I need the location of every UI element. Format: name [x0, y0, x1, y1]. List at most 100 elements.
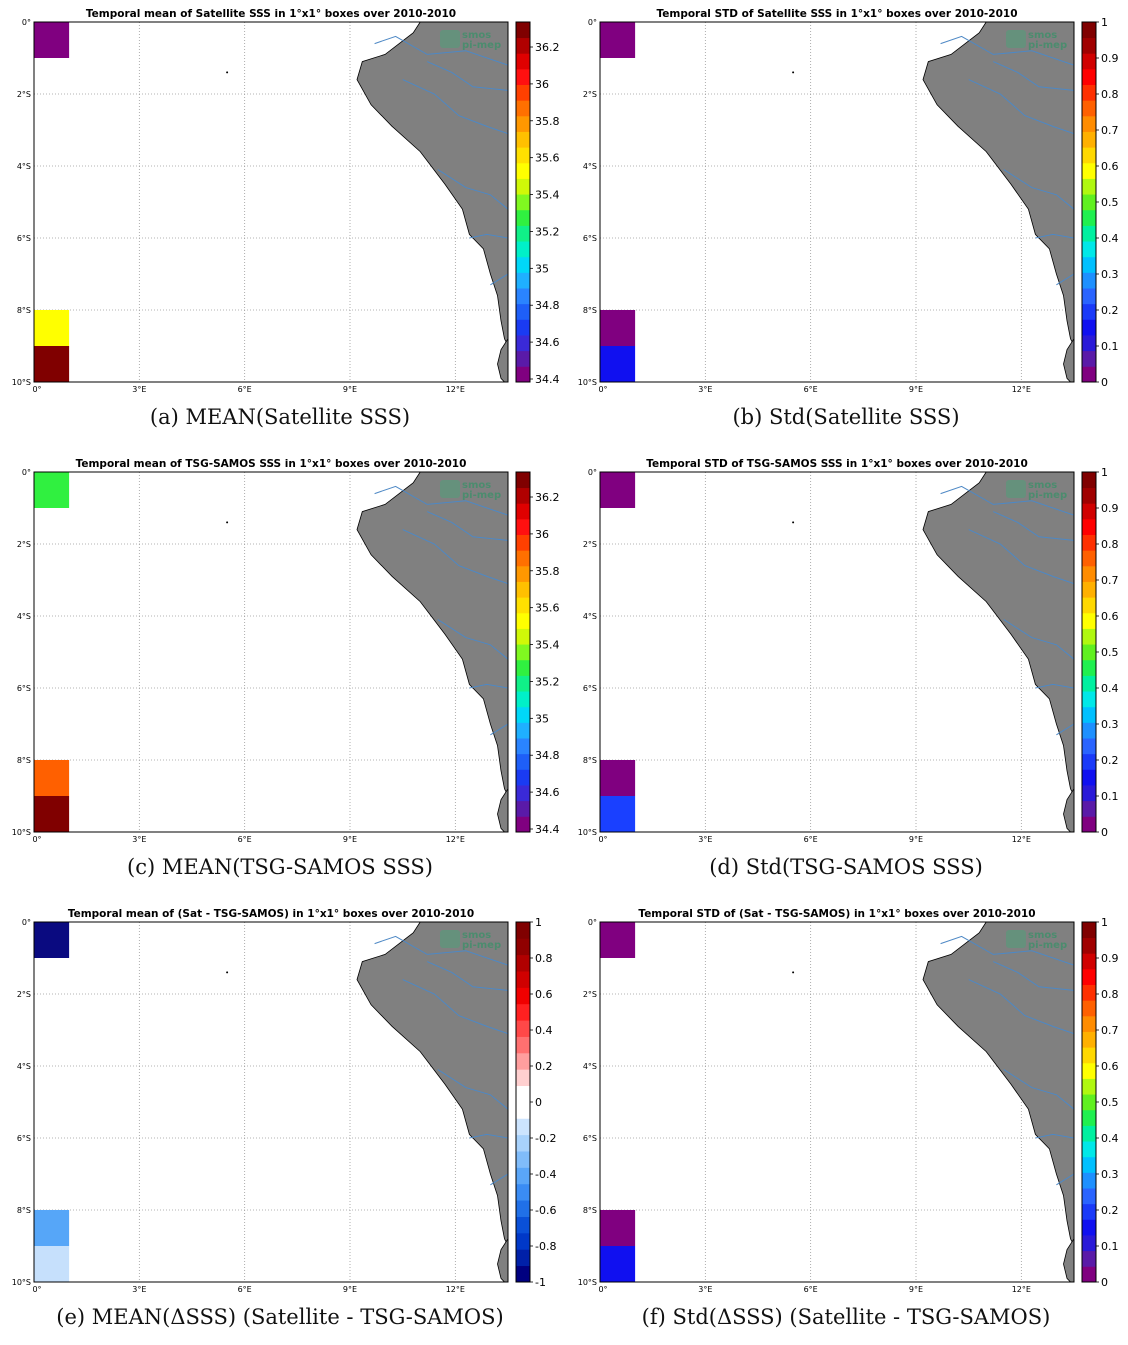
- land-mass: [1063, 338, 1074, 382]
- colorbar-tick-label: 0: [1101, 1276, 1108, 1289]
- colorbar-segment: [1082, 194, 1096, 211]
- colorbar-tick-label: 36.2: [535, 41, 560, 54]
- colorbar-segment: [1082, 722, 1096, 739]
- colorbar-segment: [1082, 706, 1096, 723]
- data-cell: [600, 1210, 636, 1246]
- colorbar-segment: [1082, 816, 1096, 833]
- colorbar-segment: [1082, 22, 1096, 39]
- colorbar-tick-label: 35.8: [535, 565, 560, 578]
- lon-tick-label: 6°E: [804, 385, 818, 394]
- map-frame: [33, 471, 509, 833]
- colorbar-tick-label: 0.2: [1101, 1204, 1119, 1217]
- lat-tick-label: 8°S: [583, 306, 597, 315]
- data-cell: [600, 1246, 636, 1282]
- river: [968, 529, 1074, 585]
- colorbar-segment: [516, 675, 530, 692]
- lon-tick-label: 12°E: [1012, 835, 1031, 844]
- island: [792, 71, 795, 74]
- lat-tick-label: 0°: [22, 18, 31, 27]
- logo-text: smos: [462, 930, 491, 941]
- lon-tick-label: 9°E: [343, 835, 357, 844]
- land-mass: [356, 922, 508, 1247]
- colorbar-segment: [1082, 319, 1096, 336]
- colorbar-segment: [1082, 272, 1096, 289]
- colorbar-tick-label: 0.8: [1101, 88, 1119, 101]
- river: [940, 935, 1074, 966]
- caption-b: (b) Std(Satellite SSS): [732, 405, 960, 429]
- map-title: Temporal mean of TSG-SAMOS SSS in 1°x1° …: [76, 458, 467, 470]
- colorbar-segment: [1082, 131, 1096, 148]
- map-title: Temporal STD of Satellite SSS in 1°x1° b…: [656, 8, 1017, 20]
- colorbar-segment: [516, 922, 530, 939]
- colorbar-segment: [1082, 675, 1096, 692]
- land-mass: [922, 922, 1074, 1247]
- colorbar-segment: [1082, 335, 1096, 352]
- colorbar-segment: [1082, 1266, 1096, 1283]
- colorbar-segment: [1082, 472, 1096, 489]
- colorbar-segment: [516, 628, 530, 645]
- logo-text: pi-mep: [1028, 940, 1067, 951]
- colorbar-segment: [1082, 612, 1096, 629]
- colorbar-segment: [516, 722, 530, 739]
- caption-a: (a) MEAN(Satellite SSS): [149, 405, 411, 429]
- colorbar-tick-label: -0.8: [535, 1240, 556, 1253]
- land-mass: [922, 22, 1074, 347]
- caption-c: (c) MEAN(TSG-SAMOS SSS): [127, 855, 433, 879]
- colorbar-frame: [515, 471, 531, 833]
- colorbar-segment: [516, 597, 530, 614]
- colorbar-tick-label: 36.2: [535, 491, 560, 504]
- lon-tick-label: 9°E: [909, 835, 923, 844]
- map-panel-f: Temporal STD of (Sat - TSG-SAMOS) in 1°x…: [566, 900, 1126, 1345]
- river: [374, 935, 508, 966]
- colorbar-tick-label: 35.6: [535, 602, 560, 615]
- lat-tick-label: 0°: [588, 918, 597, 927]
- colorbar-segment: [1082, 288, 1096, 305]
- logo-text: smos: [462, 480, 491, 491]
- map-figure-b: Temporal STD of Satellite SSS in 1°x1° b…: [578, 8, 1119, 394]
- logo-text: pi-mep: [462, 940, 501, 951]
- river: [437, 619, 508, 660]
- colorbar-segment: [1082, 1094, 1096, 1111]
- colorbar-tick-label: 35.4: [535, 639, 560, 652]
- lat-tick-label: 2°S: [17, 540, 31, 549]
- caption-d: (d) Std(TSG-SAMOS SSS): [709, 855, 983, 879]
- logo-text: smos: [1028, 30, 1057, 41]
- lon-tick-label: 12°E: [1012, 385, 1031, 394]
- colorbar-tick-label: 0.9: [1101, 952, 1119, 965]
- colorbar-tick-label: 1: [1101, 16, 1108, 29]
- colorbar-tick-label: 0.6: [1101, 160, 1119, 173]
- map-panel-e: Temporal mean of (Sat - TSG-SAMOS) in 1°…: [0, 900, 560, 1345]
- colorbar-tick-label: 0.7: [1101, 1024, 1119, 1037]
- logo-text: smos: [1028, 480, 1057, 491]
- colorbar-tick-label: -0.6: [535, 1204, 556, 1217]
- lat-tick-label: 6°S: [17, 234, 31, 243]
- colorbar-tick-label: 35.2: [535, 675, 560, 688]
- river: [1035, 233, 1074, 239]
- lat-tick-label: 6°S: [583, 234, 597, 243]
- colorbar-tick-label: 0.3: [1101, 1168, 1119, 1181]
- river: [437, 169, 508, 210]
- colorbar-tick-label: 34.4: [535, 373, 560, 386]
- colorbar-segment: [516, 1265, 530, 1283]
- lat-tick-label: 0°: [22, 918, 31, 927]
- river: [940, 35, 1074, 66]
- river: [469, 683, 508, 689]
- map-panel-d: Temporal STD of TSG-SAMOS SSS in 1°x1° b…: [566, 450, 1126, 895]
- caption-f: (f) Std(ΔSSS) (Satellite - TSG-SAMOS): [641, 1305, 1051, 1329]
- colorbar-segment: [516, 131, 530, 148]
- colorbar-segment: [516, 472, 530, 489]
- river: [1003, 169, 1074, 210]
- colorbar-segment: [1082, 1141, 1096, 1158]
- lat-tick-label: 6°S: [583, 684, 597, 693]
- lat-tick-label: 2°S: [17, 990, 31, 999]
- colorbar-segment: [516, 1216, 530, 1234]
- colorbar-segment: [516, 147, 530, 164]
- colorbar-segment: [1082, 1250, 1096, 1267]
- river: [437, 1069, 508, 1110]
- colorbar-tick-label: 36: [535, 528, 549, 541]
- caption-e: (e) MEAN(ΔSSS) (Satellite - TSG-SAMOS): [56, 1305, 504, 1329]
- lat-tick-label: 0°: [588, 468, 597, 477]
- colorbar-segment: [1082, 303, 1096, 320]
